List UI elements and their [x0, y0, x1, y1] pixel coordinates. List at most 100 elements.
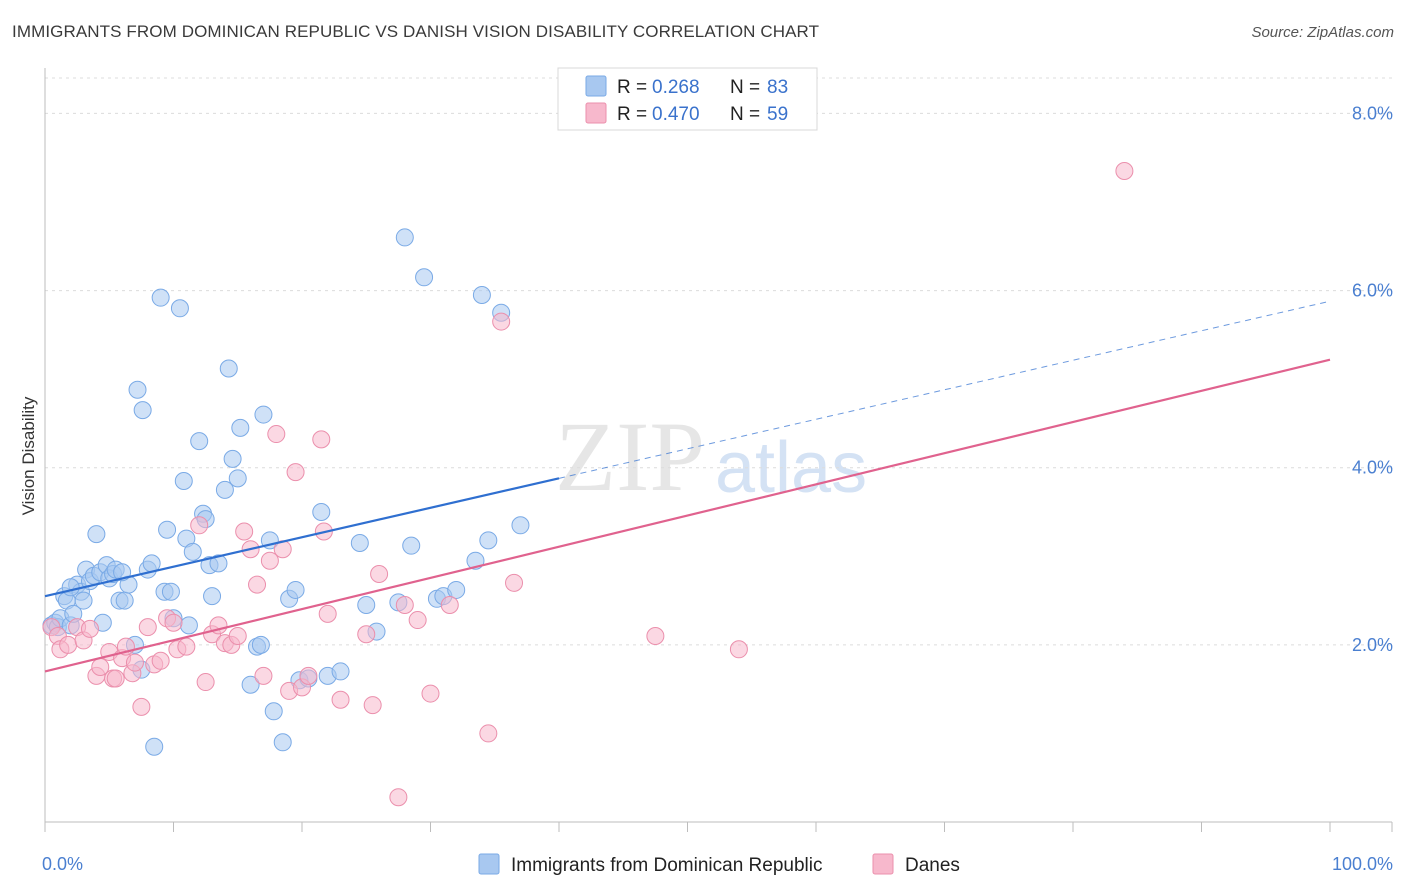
point-dominican	[215, 480, 234, 499]
point-dominican	[312, 503, 331, 521]
point-dominican	[350, 534, 369, 552]
point-dominican	[241, 675, 260, 694]
point-danes	[196, 673, 215, 692]
point-dominican	[331, 662, 350, 681]
trend-lines	[44, 300, 1331, 673]
point-dominican	[415, 268, 434, 287]
point-danes	[408, 611, 427, 630]
y-tick-label: 6.0%	[1352, 281, 1393, 301]
point-danes	[80, 619, 99, 638]
point-dominican	[251, 635, 270, 654]
point-danes	[299, 666, 318, 685]
trend-line-dominican	[44, 477, 560, 598]
point-dominican	[158, 520, 177, 539]
x-tick-label: 0.0%	[42, 854, 83, 874]
gridlines	[45, 77, 1392, 646]
point-danes	[331, 690, 350, 709]
legend-bottom-swatch-pink	[872, 853, 894, 875]
point-dominican	[209, 554, 228, 573]
point-danes	[440, 596, 459, 614]
point-dominican	[151, 288, 170, 307]
point-danes	[235, 522, 254, 541]
point-dominican	[231, 418, 250, 437]
point-danes	[59, 635, 78, 654]
point-danes	[260, 551, 279, 570]
point-danes	[505, 573, 524, 592]
point-danes	[389, 788, 408, 807]
point-danes	[479, 724, 498, 743]
legend-n-label-0: N =	[730, 77, 760, 98]
point-danes	[106, 669, 125, 688]
legend-r-label-0: R =	[617, 77, 647, 98]
point-dominican	[395, 228, 414, 247]
point-danes	[254, 666, 273, 685]
point-dominican	[472, 286, 491, 304]
point-dominican	[264, 702, 283, 721]
point-danes	[248, 575, 267, 594]
point-dominican	[479, 531, 498, 550]
point-dominican	[402, 536, 421, 555]
point-danes	[421, 684, 440, 703]
point-dominican	[174, 472, 193, 490]
point-dominican	[511, 516, 530, 535]
point-danes	[228, 627, 247, 645]
point-dominican	[145, 737, 164, 756]
point-dominican	[183, 542, 202, 561]
point-danes	[177, 637, 196, 656]
point-dominican	[273, 733, 292, 752]
legend-n-value-1: 59	[767, 104, 788, 125]
chart-title: IMMIGRANTS FROM DOMINICAN REPUBLIC VS DA…	[12, 22, 820, 41]
point-dominican	[203, 587, 222, 606]
point-danes	[395, 596, 414, 614]
point-dominican	[161, 582, 180, 601]
legend-r-value-1: 0.470	[652, 104, 700, 125]
point-danes	[370, 565, 389, 583]
legend-bottom-label-1: Danes	[905, 855, 960, 876]
chart-source: Source: ZipAtlas.com	[1251, 24, 1394, 41]
legend-r-label-1: R =	[617, 104, 647, 125]
tick-labels: 2.0% 4.0% 6.0% 8.0% 0.0% 100.0%	[42, 103, 1393, 874]
point-dominican	[179, 616, 198, 635]
point-danes	[318, 604, 337, 623]
point-dominican	[74, 591, 93, 610]
y-tick-label: 8.0%	[1352, 103, 1393, 123]
point-dominican	[133, 401, 152, 420]
point-danes	[1115, 162, 1134, 180]
point-dominican	[357, 596, 376, 614]
point-danes	[151, 651, 170, 670]
point-dominican	[219, 359, 238, 378]
point-danes	[132, 697, 151, 716]
legend-n-label-1: N =	[730, 104, 760, 125]
point-dominican	[447, 580, 466, 599]
y-tick-label: 2.0%	[1352, 635, 1393, 655]
x-tick-label: 100.0%	[1332, 854, 1393, 874]
point-danes	[190, 516, 209, 535]
point-danes	[312, 430, 331, 449]
legend-r-value-0: 0.268	[652, 77, 700, 98]
legend-swatch-pink	[585, 102, 607, 124]
legend-n-value-0: 83	[767, 77, 788, 98]
point-dominican	[254, 405, 273, 424]
point-danes	[267, 425, 286, 444]
point-danes	[729, 640, 748, 659]
axes	[44, 68, 1393, 832]
legend-swatch-blue	[585, 75, 607, 97]
point-dominican	[61, 578, 80, 597]
point-dominican	[223, 449, 242, 468]
point-danes	[138, 618, 157, 637]
point-dominican	[128, 380, 147, 399]
point-danes	[164, 613, 183, 632]
point-dominican	[286, 580, 305, 599]
point-danes	[357, 625, 376, 644]
data-points	[42, 162, 1134, 807]
y-tick-label: 4.0%	[1352, 458, 1393, 478]
legend-bottom-swatch-blue	[478, 853, 500, 875]
trend-line-danes	[44, 358, 1331, 673]
legend-bottom-label-0: Immigrants from Dominican Republic	[511, 855, 823, 876]
point-dominican	[190, 432, 209, 451]
legend-bottom: Immigrants from Dominican Republic Danes	[478, 853, 960, 876]
y-axis-label: Vision Disability	[19, 396, 38, 515]
point-dominican	[87, 525, 106, 544]
legend-top: R = 0.268 N = 83 R = 0.470 N = 59	[557, 67, 818, 131]
